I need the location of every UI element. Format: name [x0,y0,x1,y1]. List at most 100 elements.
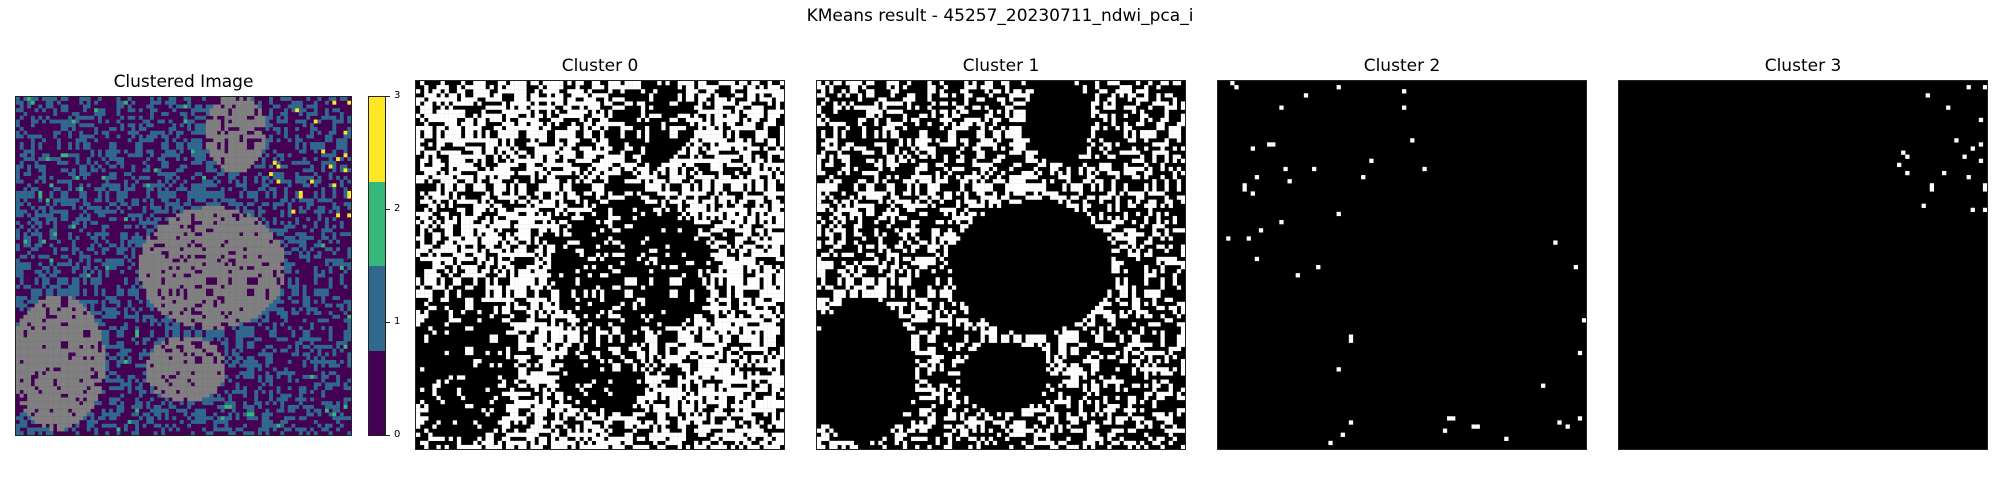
cluster-pixel [291,423,296,428]
cluster-pixel [23,254,28,259]
cluster-pixel [306,431,311,435]
cluster-pixel [83,299,87,304]
nodata-pixel [75,341,80,346]
nodata-pixel [254,115,259,120]
nodata-pixel [150,273,154,278]
nodata-pixel [250,157,255,162]
nodata-pixel [202,217,207,222]
nodata-pixel [231,157,236,162]
nodata-pixel [60,314,65,319]
nodata-pixel [45,412,50,417]
cluster-pixel [302,123,307,128]
cluster-pixel [313,277,318,282]
cluster-pixel [298,427,303,432]
cluster-pixel [269,172,274,177]
cluster-pixel [23,423,28,428]
cluster-pixel [332,371,337,376]
cluster-pixel [38,198,43,203]
cluster-pixel [302,235,307,240]
mask-pixel [571,97,576,102]
cluster-pixel [261,412,266,417]
nodata-pixel [183,344,188,349]
cluster-pixel [324,423,329,428]
cluster-pixel [64,179,69,184]
cluster-pixel [83,194,87,199]
nodata-pixel [60,333,65,338]
nodata-pixel [246,311,251,315]
nodata-pixel [190,209,195,214]
cluster-pixel [116,247,121,252]
nodata-pixel [49,393,54,398]
nodata-pixel [235,224,240,229]
cluster-pixel [75,423,80,428]
mask-pixel [579,89,584,94]
nodata-pixel [176,356,180,361]
cluster-pixel [265,145,270,150]
cluster-pixel [27,97,32,101]
nodata-pixel [71,419,76,424]
nodata-pixel [217,217,221,222]
mask-pixel [726,109,732,114]
nodata-pixel [202,292,207,297]
cluster-pixel [16,164,20,169]
nodata-pixel [261,299,266,304]
nodata-pixel [235,273,240,278]
cluster-pixel [280,164,285,169]
mask-pixel [497,113,503,118]
nodata-pixel [86,371,91,376]
cluster-pixel [194,153,199,158]
cluster-pixel [317,239,322,244]
mask-pixel [440,105,445,110]
cluster-pixel [94,401,99,406]
cluster-pixel [120,250,125,255]
mask-pixel [477,125,482,131]
cluster-pixel [284,266,288,270]
nodata-pixel [209,217,214,222]
cluster-pixel [27,427,32,432]
cluster-pixel [295,217,300,222]
cluster-pixel [302,157,307,162]
cluster-pixel [164,153,169,158]
nodata-pixel [257,307,262,312]
cluster-pixel [16,303,20,308]
nodata-pixel [38,311,43,315]
nodata-pixel [187,296,192,300]
nodata-pixel [209,112,214,116]
cluster-pixel [231,389,236,394]
nodata-pixel [56,412,61,417]
nodata-pixel [280,247,285,252]
cluster-pixel [287,213,292,218]
cluster-pixel [194,205,199,210]
cluster-pixel [105,311,110,315]
nodata-pixel [146,243,151,248]
nodata-pixel [198,382,203,387]
cluster-pixel [168,326,173,331]
cluster-pixel [19,419,24,424]
nodata-pixel [187,303,192,308]
cluster-pixel [27,164,32,169]
cluster-pixel [142,348,147,353]
nodata-pixel [202,378,207,383]
nodata-pixel [38,408,43,413]
cluster-pixel [269,374,274,379]
cluster-pixel [347,416,351,421]
nodata-pixel [213,273,218,278]
cluster-pixel [317,130,322,135]
cluster-pixel [112,157,117,162]
nodata-pixel [101,367,106,372]
mask-pixel [510,125,515,131]
cluster-pixel [109,258,113,263]
cluster-pixel [209,329,214,334]
cluster-pixel [83,190,87,195]
cluster-pixel [339,224,344,229]
cluster-pixel [164,314,169,319]
cluster-pixel [27,172,32,177]
cluster-pixel [298,108,303,113]
cluster-pixel [209,168,214,173]
cluster-pixel [42,153,46,158]
cluster-pixel [153,205,158,210]
cluster-pixel [328,423,333,428]
mask-pixel [698,125,703,131]
nodata-pixel [224,288,229,293]
cluster-pixel [343,202,348,207]
